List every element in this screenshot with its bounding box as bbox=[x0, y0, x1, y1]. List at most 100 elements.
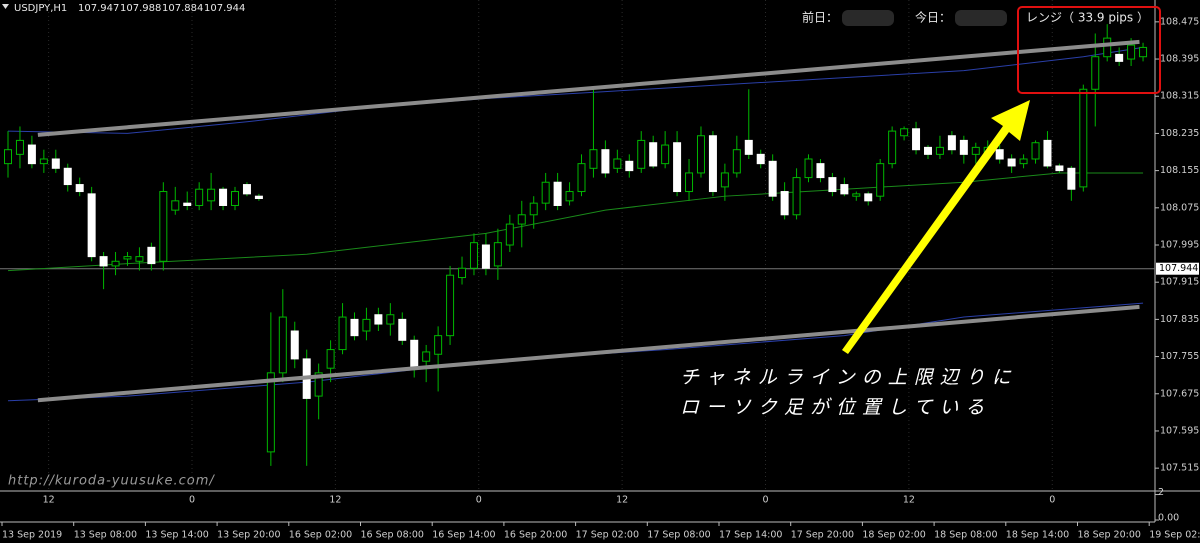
x-tick-label: 18 Sep 02:00 bbox=[862, 530, 925, 541]
header-value: 107.988 bbox=[120, 3, 161, 14]
candle-body bbox=[1139, 46, 1148, 58]
candle-body bbox=[804, 158, 813, 179]
candle-body bbox=[362, 318, 371, 332]
candle-body bbox=[876, 163, 885, 197]
candle-body bbox=[1007, 158, 1016, 167]
y-tick-label: 108.235 bbox=[1160, 128, 1199, 139]
candle-body bbox=[219, 188, 228, 206]
candle-body bbox=[852, 193, 861, 197]
candle-body bbox=[147, 246, 156, 265]
candle-body bbox=[685, 172, 694, 193]
candle-body bbox=[171, 200, 180, 211]
candle-body bbox=[111, 260, 120, 267]
current-price-box bbox=[1156, 262, 1199, 275]
indicator-tick-label: 0.00 bbox=[1158, 513, 1179, 524]
candle-body bbox=[541, 181, 550, 204]
candle-body bbox=[1091, 56, 1100, 90]
candle-body bbox=[242, 184, 251, 195]
y-tick-label: 107.675 bbox=[1160, 388, 1199, 399]
y-tick-label: 108.155 bbox=[1160, 165, 1199, 176]
x-tick-label: 17 Sep 14:00 bbox=[719, 530, 782, 541]
annotation: ローソク足が位置している bbox=[680, 397, 991, 419]
indicator-tick-label: 2 bbox=[1158, 487, 1164, 498]
candle-body bbox=[589, 149, 598, 169]
candle-body bbox=[971, 146, 980, 155]
line bbox=[37, 304, 1140, 403]
candle-body bbox=[505, 223, 514, 246]
candle-body bbox=[912, 128, 921, 151]
header-value: 107.884 bbox=[162, 3, 203, 14]
candle-body bbox=[553, 181, 562, 206]
candle-body bbox=[744, 139, 753, 155]
y-tick-label: 108.395 bbox=[1160, 54, 1199, 65]
candle-body bbox=[637, 139, 646, 169]
candle-body bbox=[183, 202, 192, 206]
watermark: http://kuroda-yuusuke.com/ bbox=[8, 474, 215, 489]
candle-body bbox=[1031, 142, 1040, 160]
session-label: 12 bbox=[43, 495, 55, 506]
candle-body bbox=[207, 188, 216, 202]
candle-body bbox=[1115, 53, 1124, 62]
candle-body bbox=[314, 372, 323, 397]
candle-body bbox=[458, 267, 467, 279]
candle-body bbox=[1103, 37, 1112, 58]
candle-body bbox=[63, 167, 72, 186]
candle-body bbox=[338, 316, 347, 351]
session-label: 12 bbox=[616, 495, 628, 506]
candle-body bbox=[661, 144, 670, 165]
candle-body bbox=[888, 130, 897, 165]
candle-body bbox=[254, 195, 263, 200]
candle-body bbox=[4, 149, 13, 165]
y-tick-label: 107.915 bbox=[1160, 277, 1199, 288]
plot-area bbox=[0, 0, 1155, 490]
candle-body bbox=[947, 135, 956, 151]
line bbox=[37, 39, 1140, 137]
header-value: 107.947 bbox=[78, 3, 119, 14]
y-tick-label: 108.315 bbox=[1160, 91, 1199, 102]
x-tick-label: 13 Sep 20:00 bbox=[217, 530, 280, 541]
candle-body bbox=[159, 191, 168, 262]
candle-body bbox=[326, 349, 335, 369]
candle-body bbox=[75, 184, 84, 193]
candle-body bbox=[756, 153, 765, 165]
candle-body bbox=[864, 193, 873, 202]
candle-body bbox=[446, 274, 455, 337]
collapse-icon bbox=[2, 4, 9, 9]
candle-body bbox=[386, 314, 395, 325]
candle-body bbox=[959, 139, 968, 155]
candle-body bbox=[1079, 88, 1088, 188]
candle-body bbox=[828, 177, 837, 193]
candle-body bbox=[768, 160, 777, 197]
x-tick-label: 18 Sep 20:00 bbox=[1078, 530, 1141, 541]
candle-body bbox=[995, 149, 1004, 160]
candle-body bbox=[27, 144, 36, 165]
current-price-label: 107.944 bbox=[1159, 263, 1198, 274]
candle-body bbox=[135, 256, 144, 262]
candle-body bbox=[493, 242, 502, 267]
candle-body bbox=[481, 244, 490, 269]
candle-body bbox=[780, 191, 789, 216]
x-tick-label: 13 Sep 2019 bbox=[2, 530, 62, 541]
candle-body bbox=[708, 135, 717, 193]
line bbox=[7, 46, 1144, 134]
candle-body bbox=[51, 158, 60, 169]
x-tick-label: 17 Sep 20:00 bbox=[791, 530, 854, 541]
session-label: 0 bbox=[476, 495, 482, 506]
today-label: 今日： bbox=[915, 10, 951, 25]
candle-body bbox=[1019, 158, 1028, 165]
y-tick-label: 107.835 bbox=[1160, 314, 1199, 325]
candle-body bbox=[374, 314, 383, 325]
candle-body bbox=[601, 149, 610, 174]
candle-body bbox=[935, 146, 944, 155]
arrow bbox=[842, 100, 1030, 354]
candle-body bbox=[266, 372, 275, 453]
candle-body bbox=[840, 184, 849, 195]
x-tick-label: 16 Sep 20:00 bbox=[504, 530, 567, 541]
candle-body bbox=[1127, 44, 1136, 60]
prev-day-label: 前日： bbox=[802, 10, 838, 25]
x-tick-label: 17 Sep 02:00 bbox=[576, 530, 639, 541]
candle-body bbox=[195, 188, 204, 206]
annotation: チャネルラインの上限辺りに bbox=[680, 367, 1018, 389]
x-tick-label: 13 Sep 14:00 bbox=[145, 530, 208, 541]
